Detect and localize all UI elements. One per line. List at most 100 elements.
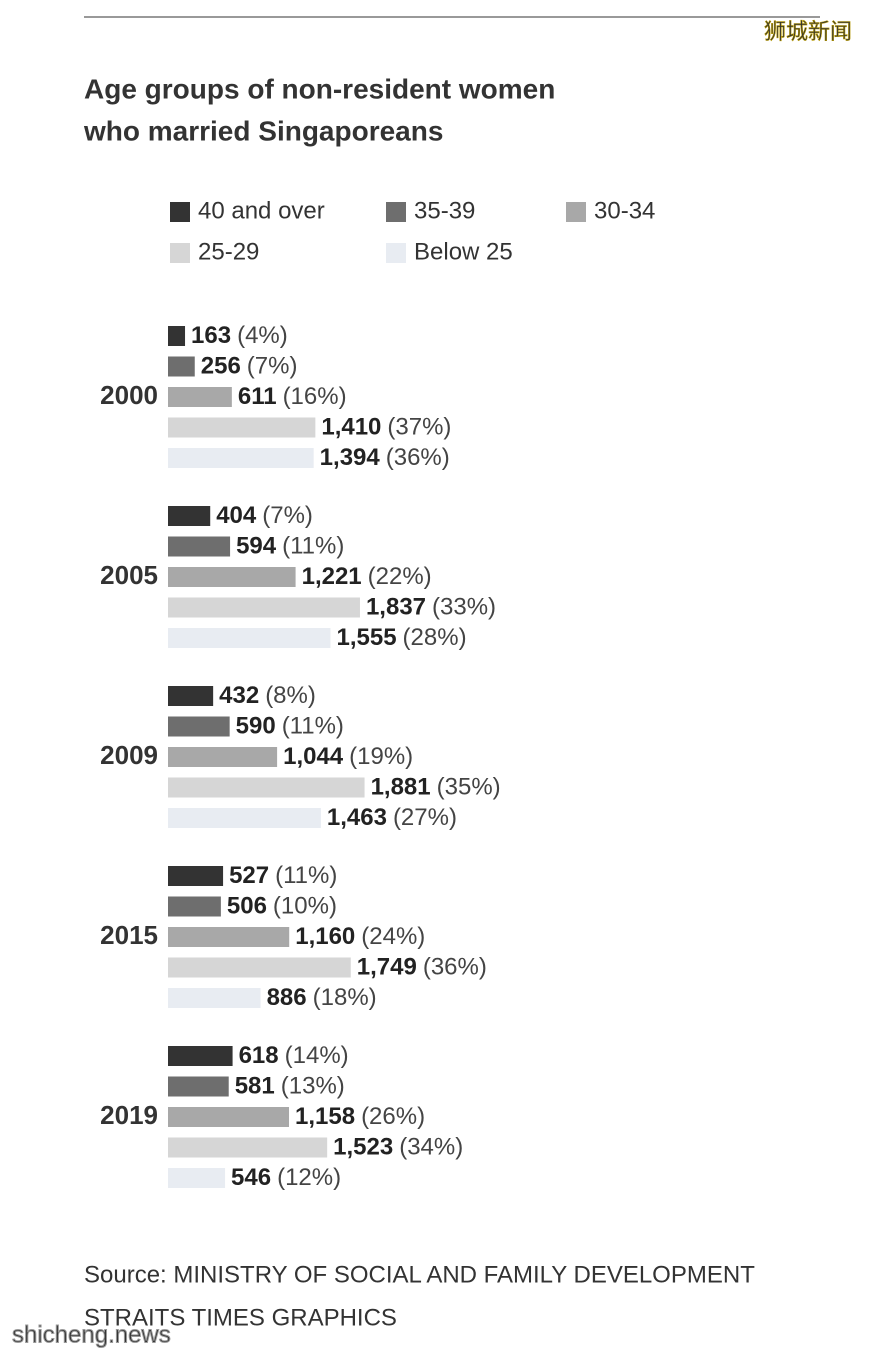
bar xyxy=(168,747,278,767)
data-label: 611 (16%) xyxy=(238,383,347,410)
value-label: 886 xyxy=(267,984,307,1011)
source: Source: MINISTRY OF SOCIAL AND FAMILY DE… xyxy=(84,1261,755,1288)
legend-swatch xyxy=(170,243,190,263)
data-label: 1,555 (28%) xyxy=(336,624,466,651)
data-label: 1,160 (24%) xyxy=(295,923,425,950)
value-label: 594 xyxy=(236,533,277,560)
bar xyxy=(168,988,261,1008)
legend-swatch xyxy=(170,202,190,222)
value-label: 1,221 xyxy=(302,563,362,590)
share-label: (28%) xyxy=(403,624,467,651)
category-label: 2005 xyxy=(100,560,158,590)
share-label: (7%) xyxy=(262,502,313,529)
legend-swatch xyxy=(386,243,406,263)
bar xyxy=(168,597,360,618)
bar xyxy=(168,1046,233,1066)
value-label: 1,044 xyxy=(283,743,344,770)
legend-label: 40 and over xyxy=(198,197,325,224)
bar xyxy=(168,326,186,346)
legend-swatch xyxy=(386,202,406,222)
share-label: (36%) xyxy=(386,444,450,471)
share-label: (11%) xyxy=(282,713,344,740)
value-label: 590 xyxy=(236,713,276,740)
bar xyxy=(168,716,230,737)
share-label: (19%) xyxy=(349,743,413,770)
bar xyxy=(168,387,232,407)
value-label: 1,463 xyxy=(327,804,387,831)
data-label: 527 (11%) xyxy=(229,862,337,889)
value-label: 1,555 xyxy=(336,624,396,651)
share-label: (36%) xyxy=(423,954,487,981)
data-label: 1,837 (33%) xyxy=(366,594,496,621)
data-label: 163 (4%) xyxy=(191,322,288,349)
share-label: (33%) xyxy=(432,594,496,621)
data-label: 1,394 (36%) xyxy=(320,444,450,471)
data-label: 1,158 (26%) xyxy=(295,1103,425,1130)
share-label: (4%) xyxy=(237,322,288,349)
data-label: 886 (18%) xyxy=(267,984,377,1011)
category-label: 2019 xyxy=(100,1100,158,1130)
data-label: 1,221 (22%) xyxy=(302,563,432,590)
data-label: 506 (10%) xyxy=(227,893,337,920)
bar xyxy=(168,866,224,886)
value-label: 611 xyxy=(238,383,277,410)
share-label: (35%) xyxy=(437,774,501,801)
value-label: 1,394 xyxy=(320,444,381,471)
category-label: 2009 xyxy=(100,740,158,770)
bar xyxy=(168,808,321,828)
data-label: 1,410 (37%) xyxy=(321,414,451,441)
share-label: (11%) xyxy=(282,533,344,560)
category-label: 2015 xyxy=(100,920,158,950)
value-label: 506 xyxy=(227,893,267,920)
bar xyxy=(168,927,290,947)
value-label: 163 xyxy=(191,322,231,349)
value-label: 404 xyxy=(216,502,257,529)
share-label: (37%) xyxy=(387,414,451,441)
data-label: 256 (7%) xyxy=(201,353,298,380)
watermark: 狮城新闻 xyxy=(764,19,852,44)
bar xyxy=(168,1107,290,1127)
share-label: (10%) xyxy=(273,893,337,920)
bar xyxy=(168,1168,226,1188)
value-label: 1,881 xyxy=(371,774,431,801)
bar xyxy=(168,536,231,557)
chart-title: who married Singaporeans xyxy=(83,115,443,146)
data-label: 1,044 (19%) xyxy=(283,743,413,770)
value-label: 256 xyxy=(201,353,241,380)
data-label: 618 (14%) xyxy=(239,1042,349,1069)
share-label: (26%) xyxy=(361,1103,425,1130)
watermark: shicheng.news xyxy=(12,1321,171,1348)
bar xyxy=(168,506,211,526)
value-label: 618 xyxy=(239,1042,279,1069)
source: STRAITS TIMES GRAPHICS xyxy=(84,1304,397,1331)
data-label: 590 (11%) xyxy=(236,713,344,740)
legend-swatch xyxy=(566,202,586,222)
legend-label: 35-39 xyxy=(414,197,475,224)
share-label: (11%) xyxy=(275,862,337,889)
share-label: (8%) xyxy=(265,682,316,709)
bar xyxy=(168,356,195,377)
share-label: (16%) xyxy=(283,383,347,410)
bar xyxy=(168,686,214,706)
chart-title: Age groups of non-resident women xyxy=(84,73,555,104)
value-label: 1,158 xyxy=(295,1103,355,1130)
value-label: 1,160 xyxy=(295,923,355,950)
bar xyxy=(168,628,331,648)
data-label: 1,749 (36%) xyxy=(357,954,487,981)
value-label: 1,410 xyxy=(321,414,381,441)
share-label: (13%) xyxy=(281,1073,345,1100)
data-label: 1,881 (35%) xyxy=(371,774,501,801)
legend-label: 25-29 xyxy=(198,238,259,265)
share-label: (22%) xyxy=(368,563,432,590)
value-label: 527 xyxy=(229,862,269,889)
value-label: 1,523 xyxy=(333,1134,393,1161)
legend-label: 30-34 xyxy=(594,197,655,224)
bar xyxy=(168,1076,229,1097)
value-label: 1,837 xyxy=(366,594,426,621)
bar xyxy=(168,896,221,917)
value-label: 546 xyxy=(231,1164,271,1191)
data-label: 1,523 (34%) xyxy=(333,1134,463,1161)
bar xyxy=(168,567,296,587)
category-label: 2000 xyxy=(100,380,158,410)
